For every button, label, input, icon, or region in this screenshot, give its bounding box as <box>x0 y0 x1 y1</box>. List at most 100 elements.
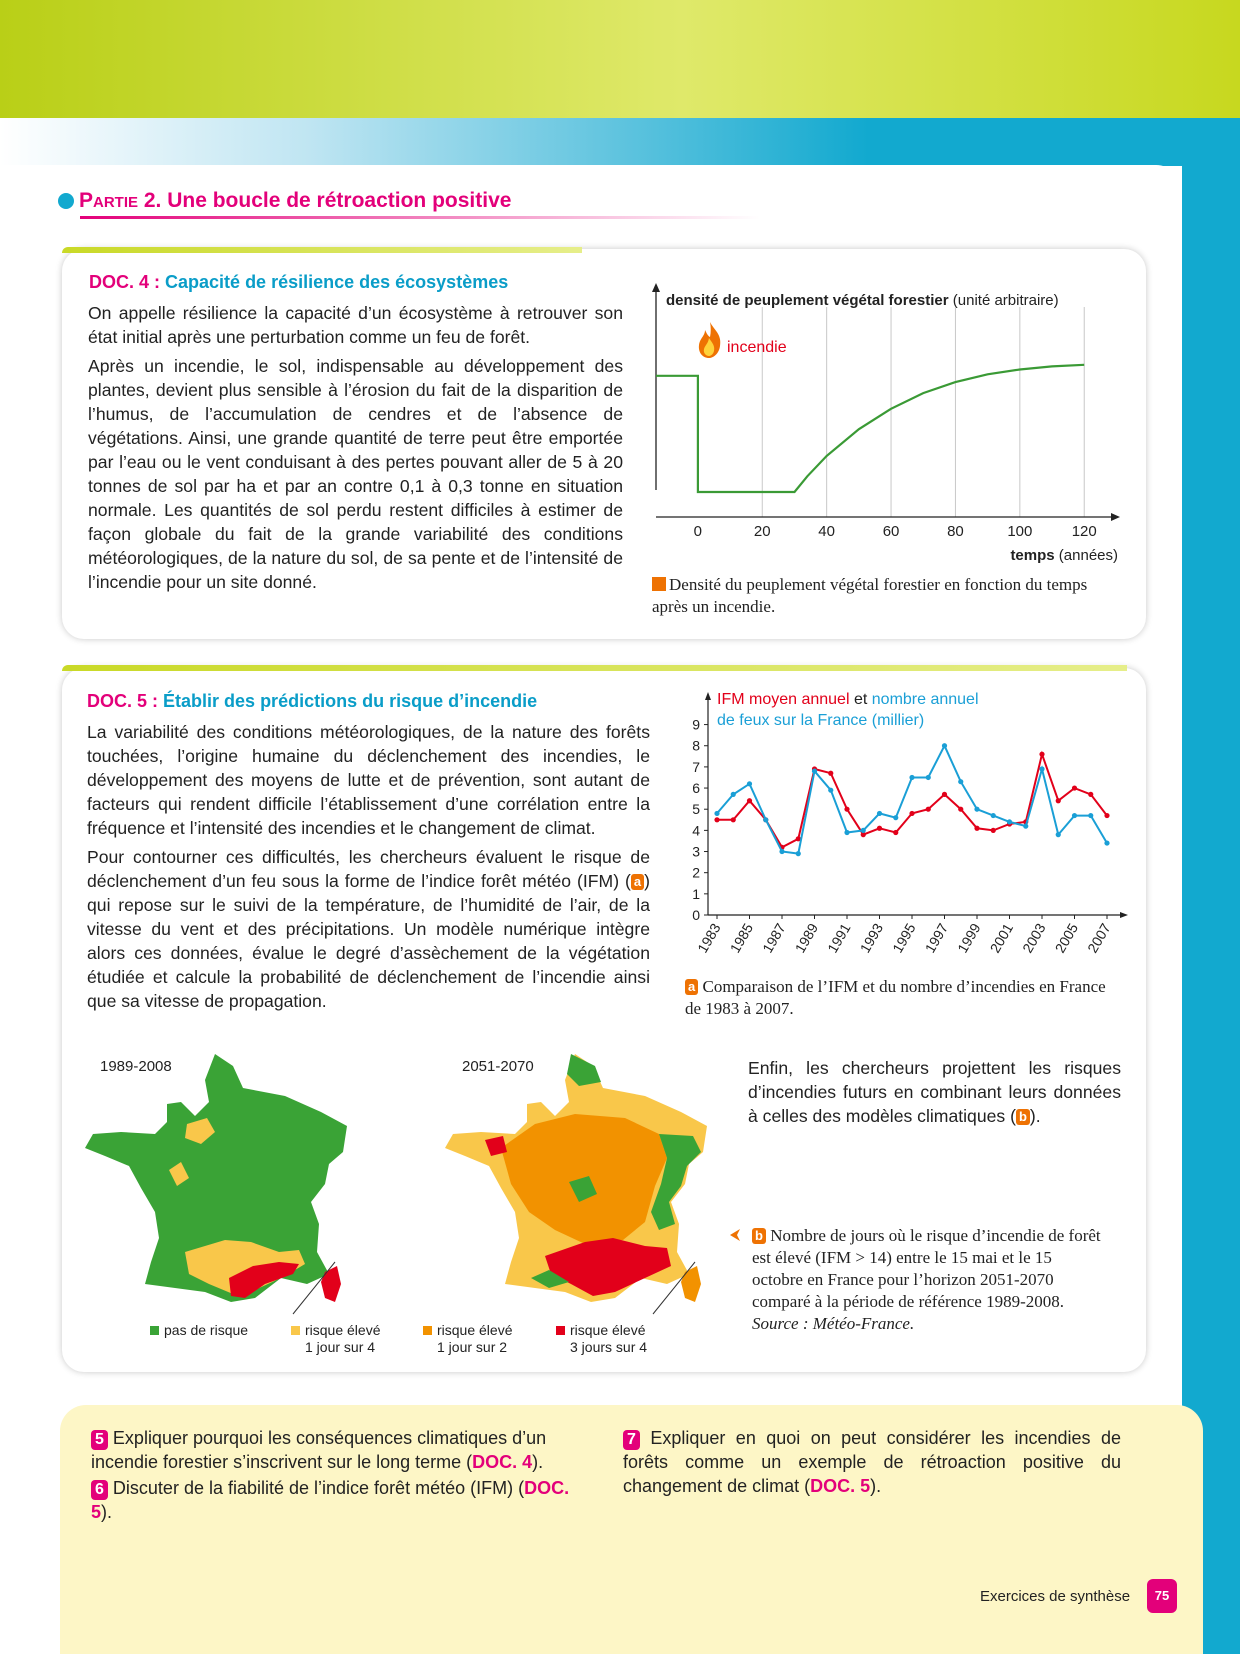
legend-label: pas de risque <box>164 1322 249 1338</box>
caption-b-text: Nombre de jours où le risque d’incendie … <box>752 1226 1101 1311</box>
chart2-x-tick-label: 1985 <box>727 920 757 955</box>
chart2-point <box>925 774 931 781</box>
enfin-start: Enfin, les chercheurs projettent les ris… <box>748 1058 1121 1126</box>
chart2-x-tick-label: 2005 <box>1052 920 1082 955</box>
chart2-y-tick-label: 0 <box>692 907 700 923</box>
chart2-title-red: IFM moyen annuel <box>717 691 850 708</box>
chart2-point <box>714 810 720 817</box>
chart2-y-tick-label: 8 <box>692 738 700 754</box>
chart2-point <box>795 836 801 842</box>
doc5-text: La variabilité des conditions météorolog… <box>87 720 650 1018</box>
chart2-y-tick-label: 9 <box>692 717 700 733</box>
map1-zone-yellow-3 <box>169 1162 189 1186</box>
question-7: 7 Expliquer en quoi on peut considérer l… <box>623 1426 1121 1498</box>
chart1-x-tick-label: 120 <box>1072 523 1097 540</box>
chart2-y-tick-label: 4 <box>692 822 700 838</box>
legend-pas-de-risque: pas de risque <box>150 1322 248 1339</box>
enfin-end: ). <box>1029 1106 1041 1126</box>
chart1-ylabel-unit: (unité arbitraire) <box>953 292 1059 309</box>
chart2-point <box>746 798 753 804</box>
caption-a-text: Comparaison de l’IFM et du nombre d’ince… <box>685 977 1106 1018</box>
doc4-card <box>62 249 1146 639</box>
map1-label: 1989-2008 <box>100 1058 172 1075</box>
chart1-ylabel: densité de peuplement végétal forestier … <box>666 292 1059 309</box>
chart2-point <box>860 832 866 838</box>
chart2-y-tick-label: 7 <box>692 759 700 775</box>
legend-sublabel: 3 jours sur 4 <box>570 1339 648 1355</box>
doc4-title: DOC. 4 : Capacité de résilience des écos… <box>89 272 508 293</box>
page-number: 75 <box>1147 1579 1177 1613</box>
doc4-accent <box>62 247 582 253</box>
caption-b-tag: b <box>752 1228 766 1244</box>
section-heading: Une boucle de rétroaction positive <box>167 189 512 212</box>
doc5-p2-tag: a <box>630 874 645 890</box>
map2-label: 2051-2070 <box>462 1058 534 1075</box>
question-7-ref: DOC. 5 <box>810 1476 871 1496</box>
doc5-enfin-text: Enfin, les chercheurs projettent les ris… <box>748 1056 1121 1128</box>
doc4-heading: Capacité de résilience des écosystèmes <box>165 272 509 292</box>
header-gradient <box>0 118 1240 166</box>
chart2-point <box>1039 766 1045 772</box>
chart2-point <box>1088 812 1094 819</box>
legend-swatch-red <box>556 1326 565 1335</box>
legend-sublabel: 1 jour sur 4 <box>305 1339 376 1355</box>
doc5-caption-a: a Comparaison de l’IFM et du nombre d’in… <box>685 976 1125 1020</box>
question-5-number: 5 <box>91 1430 108 1450</box>
chart2-title-line1: IFM moyen annuel et nombre annuel <box>717 691 979 708</box>
legend-swatch-yellow <box>291 1326 300 1335</box>
doc5-number: DOC. 5 : <box>87 691 159 711</box>
caption-square-icon <box>652 577 666 591</box>
chart2-point <box>746 781 753 787</box>
map1-separator <box>292 1261 336 1315</box>
chart1-grid <box>761 307 1085 517</box>
question-6: 6 Discuter de la fiabilité de l’indice f… <box>91 1476 593 1524</box>
chart2-point <box>1039 751 1045 757</box>
question-5: 5 Expliquer pourquoi les conséquences cl… <box>91 1426 593 1474</box>
footer-label: Exercices de synthèse <box>980 1588 1131 1605</box>
right-margin-band <box>1182 118 1240 1654</box>
chart2-point <box>1104 812 1110 819</box>
map1-france <box>85 1054 347 1302</box>
doc5-caption-b: b Nombre de jours où le risque d’incendi… <box>752 1225 1102 1335</box>
map1-zone-yellow-2 <box>185 1118 215 1144</box>
legend-swatch-green <box>150 1326 159 1335</box>
chart2-point <box>844 829 850 836</box>
enfin-tag: b <box>1015 1109 1030 1125</box>
chart1-xlabel-unit: (années) <box>1059 547 1118 564</box>
chart2-x-tick-label: 1997 <box>922 920 952 955</box>
doc4-text: On appelle résilience la capacité d’un é… <box>88 301 623 599</box>
chart2-title-line2: de feux sur la France (millier) <box>717 712 924 729</box>
doc4-caption-text: Densité du peuplement végétal forestier … <box>652 575 1088 616</box>
chart2-y-tick-label: 6 <box>692 780 700 796</box>
chart2-point <box>876 810 883 817</box>
chart2-x-tick-label: 1989 <box>792 920 822 955</box>
map2-zone-green <box>651 1134 701 1230</box>
chart2-point <box>763 817 769 823</box>
chart2-point <box>958 779 964 785</box>
chart2-point <box>730 791 736 797</box>
chart1-ylabel-bold: densité de peuplement végétal forestier <box>666 292 949 309</box>
chart2-point <box>974 806 980 812</box>
chart2-point <box>828 787 834 793</box>
chart1-x-tick-label: 100 <box>1007 523 1032 540</box>
legend-swatch-orange <box>423 1326 432 1335</box>
map2-zone-green-3 <box>569 1176 597 1202</box>
section-prefix: Partie 2. <box>79 189 162 212</box>
chart2-title-blue-1: nombre annuel <box>872 691 979 708</box>
pointer-arrow-icon <box>730 1229 740 1241</box>
question-7-text: Expliquer en quoi on peut considérer les… <box>623 1428 1121 1496</box>
map2-zone-red-west <box>485 1136 507 1156</box>
chart2-point <box>893 815 899 821</box>
question-5-text: Expliquer pourquoi les conséquences clim… <box>91 1428 547 1472</box>
chart2-point <box>1088 791 1094 797</box>
chart2-point <box>779 848 785 855</box>
chart2-series-line-1 <box>717 750 1108 849</box>
doc4-caption: Densité du peuplement végétal forestier … <box>652 574 1112 618</box>
map1-corsica <box>321 1266 341 1302</box>
chart2-point <box>714 817 720 823</box>
chart2-point <box>795 851 801 857</box>
map-2051-2070: 2051-2070 <box>445 1052 725 1332</box>
doc5-paragraph-1: La variabilité des conditions météorolog… <box>87 722 650 838</box>
chart1-x-tick-label: 20 <box>754 523 771 540</box>
chart1-x-tick-label: 60 <box>883 523 900 540</box>
